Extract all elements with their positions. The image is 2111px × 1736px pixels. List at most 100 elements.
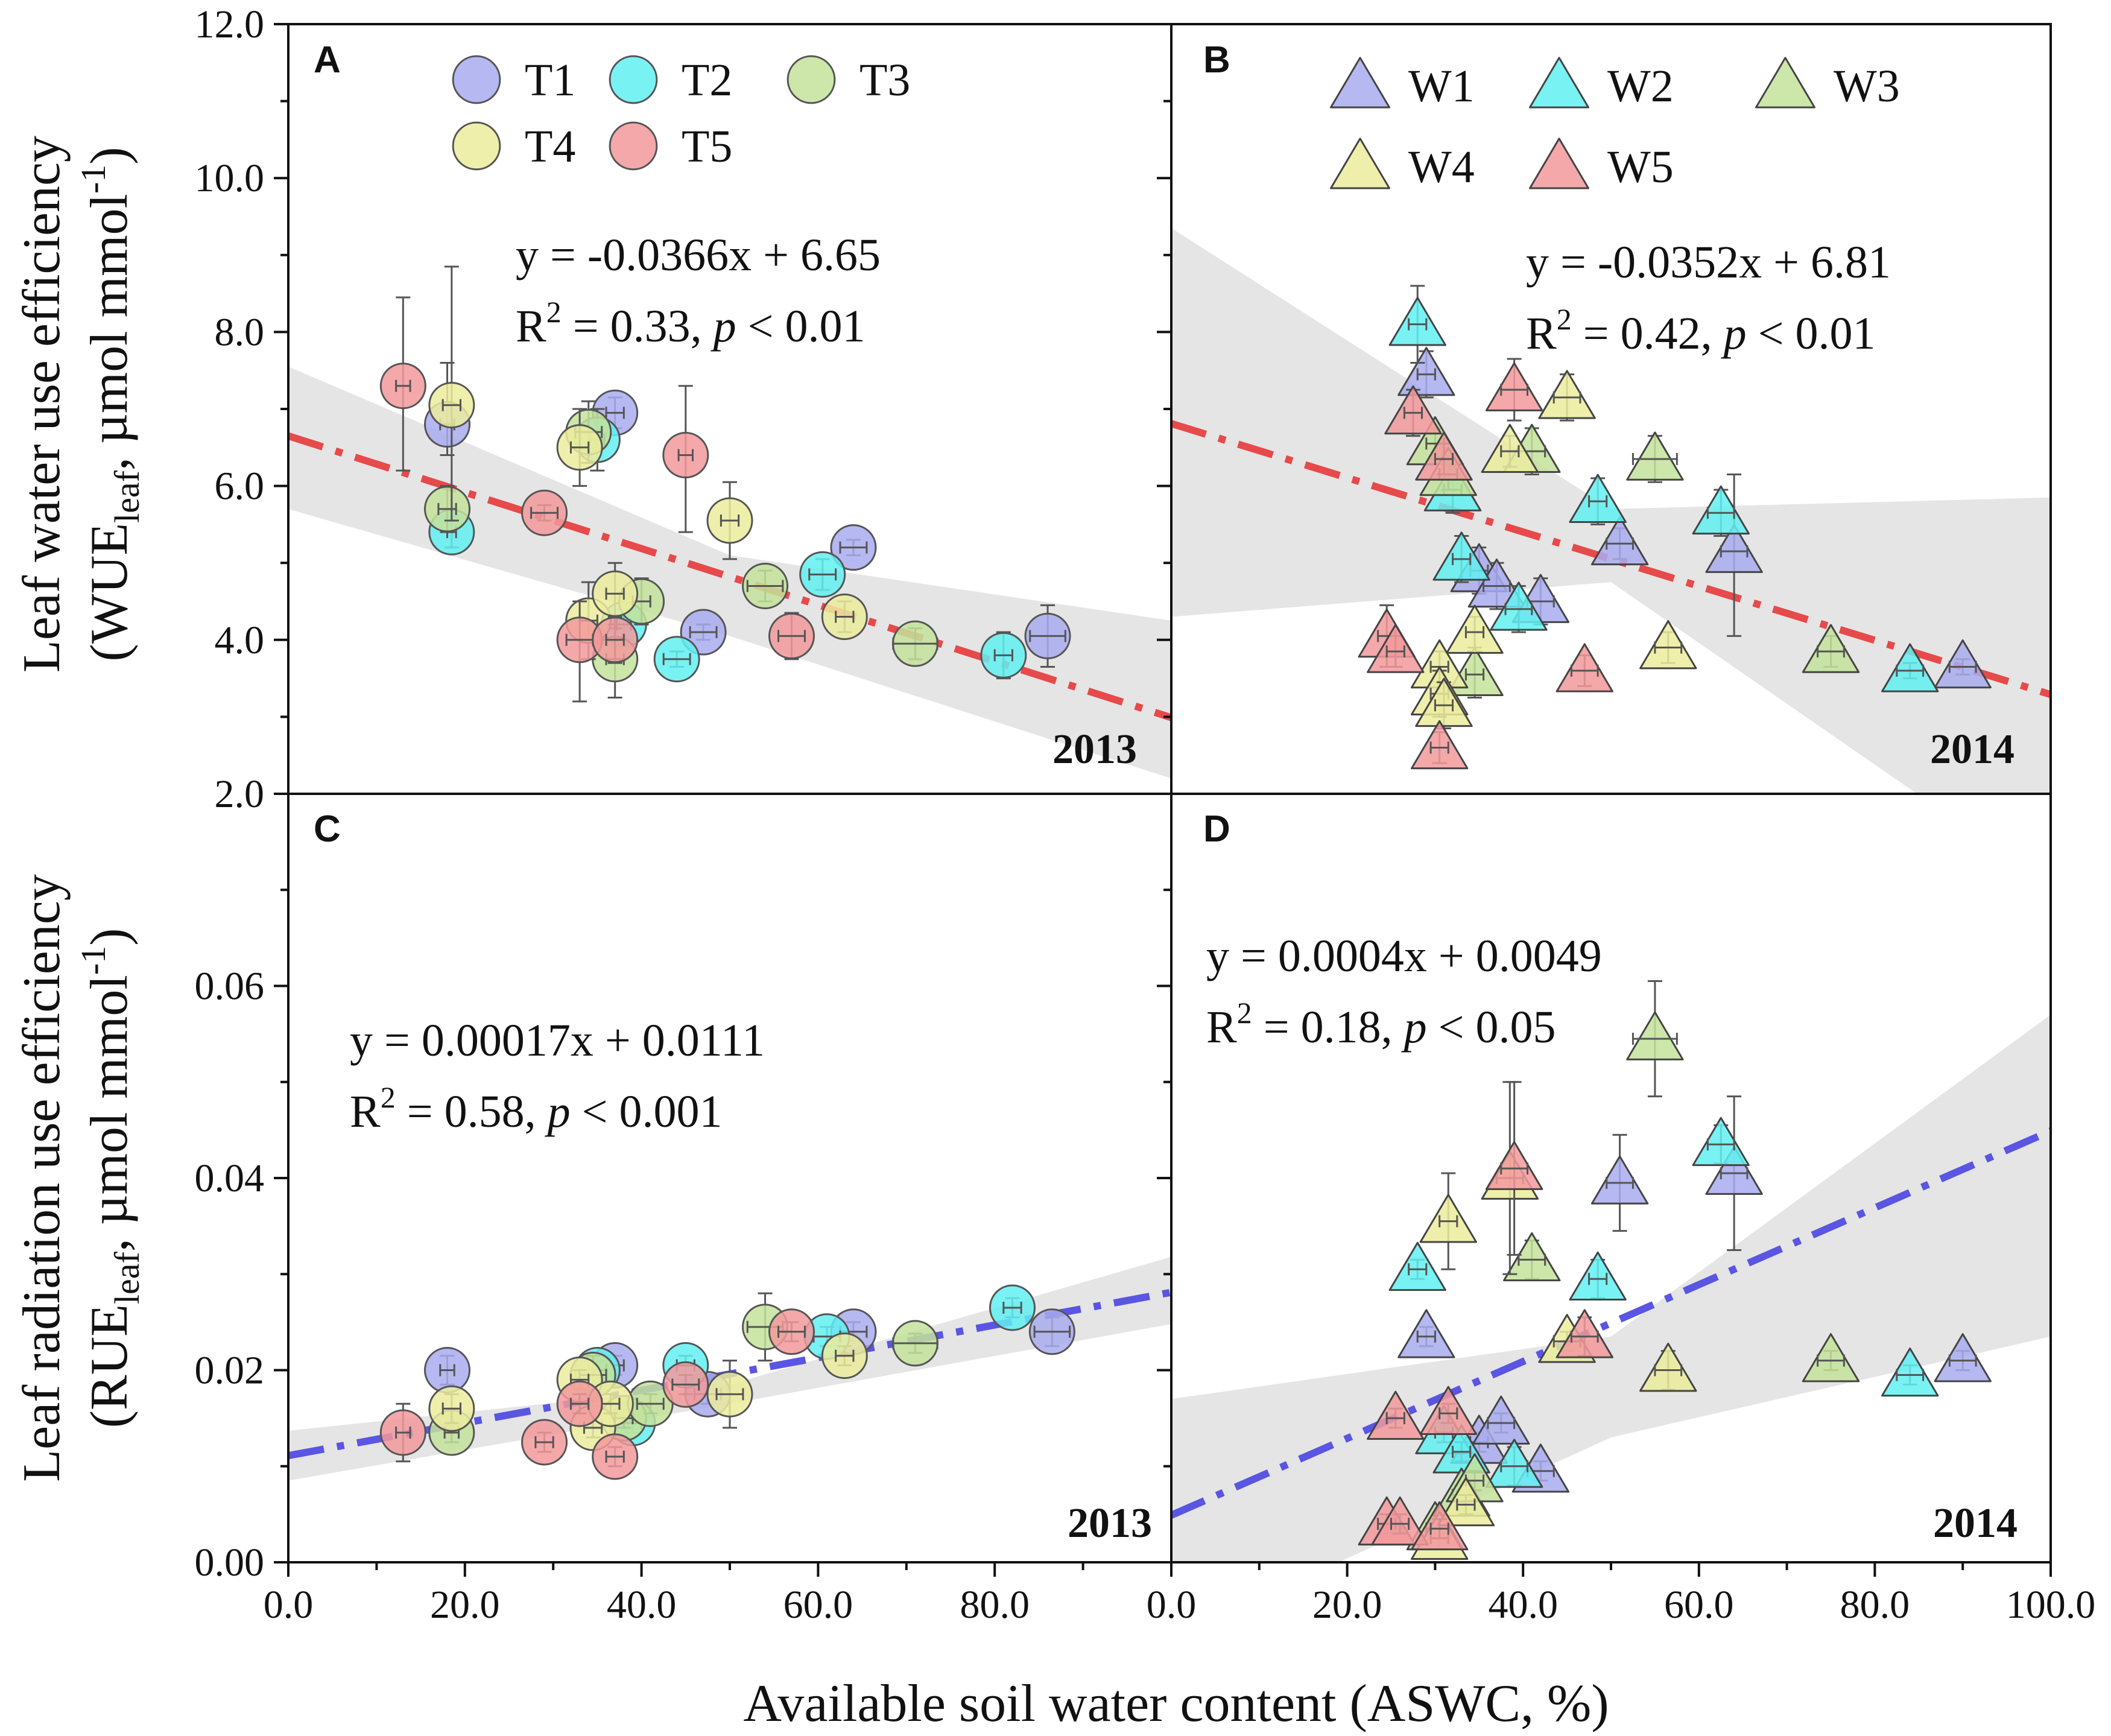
legend-marker-T5	[609, 121, 658, 171]
marker-D-W5	[1367, 1390, 1425, 1440]
y-tick-label-A: 10.0	[195, 156, 265, 200]
legend-item-T2: T2	[609, 55, 732, 106]
x-tick-label-C: 0.0	[264, 1583, 314, 1627]
y-tick-label-A: 8.0	[215, 310, 265, 354]
x-tick-label-D: 60.0	[1664, 1583, 1734, 1627]
point-D-21	[1419, 1172, 1477, 1270]
marker-D-W5	[1410, 1501, 1469, 1551]
y-tick-label-A: 4.0	[215, 618, 265, 662]
point-D-25	[1639, 1343, 1697, 1392]
legend-item-T3: T3	[786, 55, 910, 106]
point-A-16	[891, 620, 938, 667]
year-label-A: 2013	[1052, 726, 1137, 773]
marker-D-W5	[1419, 1386, 1477, 1435]
y-axis-title-wue-line1: Leaf water use efficiency	[13, 136, 71, 673]
point-C-27	[768, 1308, 815, 1355]
year-label-B: 2014	[1930, 726, 2014, 773]
point-C-4	[1028, 1308, 1075, 1355]
point-C-24	[556, 1380, 603, 1427]
legend-item-W1: W1	[1329, 57, 1475, 112]
legend-marker-T4	[452, 121, 501, 171]
data-points	[379, 265, 1992, 1560]
legend-marker-W3	[1755, 57, 1816, 109]
legends: T1 T2 T3 T4 T5 W1 W2 W3 W4 W5	[452, 55, 1900, 192]
point-D-6	[1934, 1333, 1992, 1383]
panel-label-D: D	[1203, 808, 1230, 850]
legend-item-W5: W5	[1528, 138, 1674, 192]
point-B-6	[1934, 639, 1992, 689]
y-tick-label-C: 0.06	[195, 965, 265, 1009]
point-B-26	[1639, 620, 1697, 670]
point-B-10	[1490, 581, 1548, 633]
marker-B-W2	[1388, 297, 1446, 346]
legend-label-T3: T3	[859, 55, 910, 106]
legend-item-W3: W3	[1755, 57, 1900, 112]
p-value: < 0.01	[1747, 308, 1876, 359]
marker-B-W5	[1485, 362, 1543, 411]
marker-D-W2	[1692, 1117, 1750, 1167]
point-B-13	[1881, 643, 1939, 692]
point-A-10	[980, 631, 1027, 680]
legend-item-T1: T1	[452, 55, 575, 106]
regression-stats-B: R2 = 0.42, p < 0.01	[1526, 302, 1875, 359]
marker-B-W4	[1538, 370, 1596, 419]
legend-marker-W2	[1528, 57, 1590, 109]
point-A-24	[521, 489, 568, 536]
r2-value: = 0.58,	[396, 1086, 548, 1137]
point-C-26	[662, 1361, 709, 1408]
confidence-band-C	[288, 1256, 1171, 1481]
point-B-28	[1367, 624, 1425, 673]
y-tick-label-C: 0.04	[195, 1156, 265, 1200]
marker-D-W4	[1419, 1194, 1477, 1243]
point-C-9	[989, 1284, 1036, 1331]
marker-B-W4	[1415, 677, 1473, 727]
point-A-17	[428, 265, 475, 522]
confidence-band-D	[1171, 1015, 2051, 1562]
p-value: < 0.01	[736, 301, 866, 352]
marker-B-W4	[1446, 604, 1504, 654]
r2-symbol: R	[1206, 1002, 1237, 1053]
point-D-10	[1485, 1439, 1543, 1488]
point-B-30	[1415, 431, 1473, 481]
legend-marker-W5	[1528, 138, 1590, 189]
r2-symbol: R	[1526, 308, 1557, 359]
r2-value: = 0.18,	[1252, 1002, 1404, 1053]
r2-superscript: 2	[546, 295, 562, 329]
regression-line-A	[288, 432, 1171, 721]
point-C-16	[428, 1385, 475, 1432]
regression-stats-A: R2 = 0.33, p < 0.01	[516, 295, 865, 352]
point-A-26	[592, 616, 639, 664]
y-tick-label-C: 0.02	[195, 1349, 265, 1393]
point-A-27	[662, 385, 709, 533]
point-A-22	[821, 594, 868, 641]
point-B-12	[1692, 485, 1750, 537]
p-symbol: p	[1401, 1002, 1427, 1053]
legend-item-W2: W2	[1528, 57, 1674, 112]
marker-B-W1	[1397, 347, 1455, 396]
marker-B-W2	[1569, 474, 1627, 523]
confidence-band-A	[288, 366, 1171, 779]
legend-item-T5: T5	[609, 121, 732, 172]
legend-marker-W1	[1329, 57, 1391, 109]
marker-D-W2	[1388, 1241, 1446, 1291]
point-D-12	[1692, 1117, 1750, 1167]
regression-line-D	[1171, 1127, 2051, 1519]
y-tick-label-A: 2.0	[215, 772, 265, 816]
point-C-21	[821, 1332, 868, 1380]
point-A-4	[1024, 604, 1071, 668]
year-label-C: 2013	[1068, 1500, 1152, 1547]
r2-superscript: 2	[1557, 302, 1572, 336]
marker-B-W5	[1410, 720, 1469, 770]
point-C-0	[424, 1347, 471, 1393]
x-tick-label-D: 20.0	[1312, 1583, 1382, 1627]
point-D-32	[1556, 1309, 1613, 1358]
point-A-9	[799, 551, 846, 598]
marker-D-W3	[1626, 1011, 1684, 1060]
point-B-9	[1432, 531, 1490, 583]
point-D-31	[1485, 1081, 1543, 1256]
regression-line-B	[1171, 420, 2051, 699]
x-tick-label-C: 20.0	[430, 1583, 500, 1627]
regression-equation-B: y = -0.0352x + 6.81	[1526, 237, 1891, 288]
panel-label-C: C	[314, 808, 341, 850]
point-D-11	[1569, 1251, 1627, 1301]
